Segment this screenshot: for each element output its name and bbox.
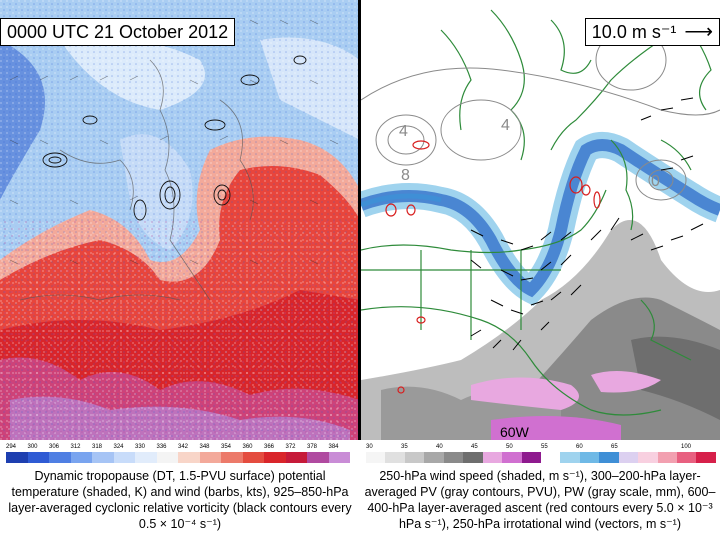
colorbar-swatch — [328, 452, 350, 463]
vorticity-contours — [42, 55, 307, 221]
valid-time-label: 0000 UTC 21 October 2012 — [0, 18, 236, 46]
ascent-contours — [385, 140, 601, 394]
colorbar-tick-label: 378 — [307, 444, 318, 450]
colorbar-swatch — [178, 452, 200, 463]
longitude-label: 60W — [500, 424, 529, 440]
right-colorbar — [366, 452, 716, 463]
colorbar-tick-label: 306 — [49, 444, 60, 450]
colorbar-tick-label: 60 — [576, 444, 583, 450]
svg-text:8: 8 — [401, 167, 410, 184]
colorbar-tick-label — [646, 444, 681, 450]
colorbar-swatch — [242, 452, 264, 463]
colorbar-tick-label: 30 — [366, 444, 373, 450]
right-figure-caption: 250-hPa wind speed (shaded, m s⁻¹), 300–… — [364, 469, 716, 531]
colorbar-swatch — [199, 452, 221, 463]
colorbar-swatch — [49, 452, 71, 463]
colorbar-swatch — [366, 452, 386, 463]
colorbar-swatch — [27, 452, 49, 463]
colorbar-swatch — [482, 452, 503, 463]
colorbar-tick-label: 336 — [156, 444, 167, 450]
colorbar-swatch — [443, 452, 464, 463]
colorbar-tick-label: 35 — [401, 444, 408, 450]
colorbar-swatch — [113, 452, 135, 463]
jet-map: 4 8 4 0 — [361, 0, 720, 440]
colorbar-tick-label: 342 — [178, 444, 189, 450]
colorbar-swatch — [135, 452, 157, 463]
colorbar-swatch — [385, 452, 405, 463]
pv-contour-labels: 4 8 4 0 — [399, 117, 660, 190]
high-pw-region — [471, 377, 579, 410]
colorbar-swatch — [579, 452, 600, 463]
colorbar-tick-label: 372 — [285, 444, 296, 450]
jet-stream-core — [361, 139, 720, 298]
coastlines-left — [19, 59, 254, 301]
colorbar-tick-label: 330 — [135, 444, 146, 450]
colorbar-swatch — [404, 452, 425, 463]
colorbar-tick-label: 50 — [506, 444, 513, 450]
colorbar-tick-label: 366 — [264, 444, 275, 450]
left-colorbar — [6, 452, 350, 463]
colorbar-swatch — [638, 452, 658, 463]
colorbar-tick-label: 348 — [199, 444, 210, 450]
vector-scale-arrow-icon: ⟶ — [684, 21, 713, 43]
colorbar-swatch — [463, 452, 483, 463]
colorbar-tick-label: 360 — [242, 444, 253, 450]
colorbar-tick-label: 300 — [27, 444, 38, 450]
colorbar-swatch — [560, 452, 580, 463]
colorbar-swatch — [307, 452, 329, 463]
svg-text:4: 4 — [399, 123, 408, 140]
colorbar-swatch — [657, 452, 677, 463]
vector-scale-label: 10.0 m s⁻¹ — [591, 22, 677, 42]
colorbar-tick-label: 312 — [70, 444, 81, 450]
colorbar-swatch — [618, 452, 639, 463]
tropopause-map-panel: 0000 UTC 21 October 2012 — [0, 0, 360, 440]
colorbar-swatch — [502, 452, 522, 463]
colorbar-swatch — [6, 452, 28, 463]
colorbar-tick-label: 294 — [6, 444, 17, 450]
left-figure-caption: Dynamic tropopause (DT, 1.5-PVU surface)… — [8, 469, 352, 531]
colorbar-swatch — [221, 452, 243, 463]
colorbar-swatch — [156, 452, 178, 463]
colorbar-swatch — [521, 452, 541, 463]
colorbar-tick-label: 100 — [681, 444, 692, 450]
colorbar-tick-label: 65 — [611, 444, 618, 450]
coastlines — [361, 9, 712, 416]
colorbar-swatch — [677, 452, 697, 463]
left-colorbar-ticks: 294 300 306 312 318 324 330 336 342 348 354 360 366 3… — [6, 444, 350, 450]
irrotational-wind-vectors — [470, 97, 704, 351]
vector-scale-box: 10.0 m s⁻¹ ⟶ — [584, 18, 720, 46]
colorbar-swatch — [599, 452, 619, 463]
colorbar-swatch — [696, 452, 716, 463]
colorbar-swatch — [92, 452, 114, 463]
colorbar-tick-label: 384 — [328, 444, 339, 450]
colorbar-tick-label: 45 — [471, 444, 478, 450]
colorbar-tick-label: 318 — [92, 444, 103, 450]
colorbar-swatch — [285, 452, 307, 463]
svg-text:0: 0 — [651, 173, 660, 190]
tropopause-map — [0, 0, 360, 440]
colorbar-tick-label: 354 — [221, 444, 232, 450]
colorbar-swatch — [264, 452, 286, 463]
colorbar-tick-label: 40 — [436, 444, 443, 450]
panel-divider — [358, 0, 361, 440]
svg-text:4: 4 — [501, 117, 510, 134]
colorbar-swatch — [540, 452, 561, 463]
colorbar-swatch — [424, 452, 444, 463]
colorbar-tick-label: 55 — [541, 444, 548, 450]
jet-map-panel: 4 8 4 0 10.0 m s⁻¹ ⟶ — [361, 0, 720, 440]
colorbar-tick-label: 324 — [113, 444, 124, 450]
right-colorbar-ticks: 30 35 40 45 50 55 60 65 100 — [366, 444, 716, 450]
colorbar-swatch — [70, 452, 92, 463]
